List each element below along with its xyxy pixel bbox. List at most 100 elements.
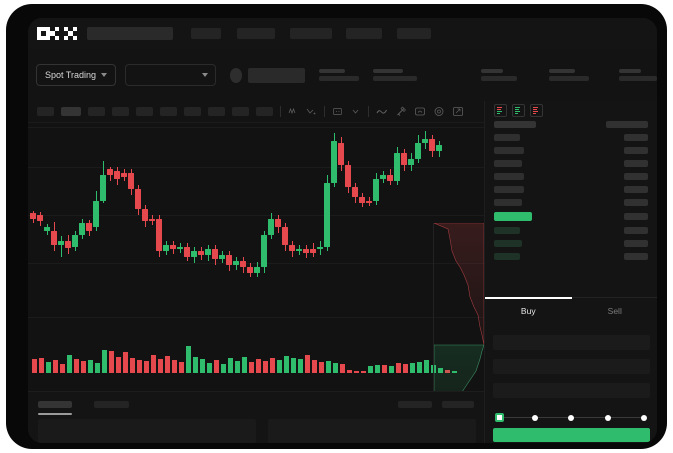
orderbook-ask-4-price[interactable] (494, 186, 524, 193)
orderbook-ask-2-amount[interactable] (624, 160, 648, 167)
slider-stop-75[interactable] (605, 414, 611, 421)
stat-24h-low (481, 69, 517, 81)
sidebar-item-nav-1[interactable] (191, 28, 221, 39)
orderbook-last-price-row[interactable] (494, 212, 532, 221)
orderbook-ask-3-amount[interactable] (624, 173, 648, 180)
sidebar-item-nav-4[interactable] (346, 28, 382, 39)
toolbar-divider (280, 106, 281, 117)
slider-stop-25[interactable] (532, 414, 538, 421)
chart-type-icon[interactable] (350, 107, 361, 116)
sidebar-item-nav-2[interactable] (237, 28, 275, 39)
timeframe-8[interactable] (208, 107, 225, 116)
orderbook-ask-0-price[interactable] (494, 134, 520, 141)
candle-body (226, 255, 232, 265)
orderbook-ask-2-price[interactable] (494, 160, 522, 167)
orderbook-ask-5-price[interactable] (494, 199, 522, 206)
slider-handle[interactable] (495, 413, 504, 422)
compare-icon[interactable] (306, 107, 317, 116)
orderbook-ask-5-amount[interactable] (624, 199, 648, 206)
placeholder-row-right (268, 419, 476, 443)
volume-bar (382, 365, 387, 373)
tab-open-orders[interactable] (38, 401, 72, 415)
volume-bar (32, 359, 37, 373)
indicators-icon[interactable] (288, 107, 299, 116)
submit-order-button[interactable] (493, 428, 650, 442)
timeframe-6[interactable] (160, 107, 177, 116)
candle-body (240, 261, 246, 267)
timeframe-10[interactable] (256, 107, 273, 116)
okx-logo[interactable] (37, 27, 77, 40)
timeframe-2[interactable] (61, 107, 81, 116)
volume-bar (172, 360, 177, 373)
toolbar-divider (368, 106, 369, 117)
orderbook-bid-1-price[interactable] (494, 240, 522, 247)
timeframe-7[interactable] (184, 107, 201, 116)
drawing-tools-icon[interactable] (395, 106, 407, 117)
action-1[interactable] (398, 401, 432, 408)
tab-sell[interactable]: Sell (572, 298, 658, 323)
candle-body (149, 219, 155, 221)
orderbook-ask-3-price[interactable] (494, 173, 524, 180)
orderbook-mode-bids-icon[interactable] (512, 104, 525, 117)
trading-pair-select[interactable] (125, 64, 217, 86)
orderbook-display-modes (494, 104, 543, 117)
coin-icon (230, 67, 243, 83)
volume-bar (305, 355, 310, 373)
timeframe-9[interactable] (232, 107, 249, 116)
fullscreen-icon[interactable] (452, 106, 464, 117)
trading-mode-select[interactable]: Spot Trading (36, 64, 117, 86)
action-2[interactable] (442, 401, 474, 408)
volume-bar (291, 358, 296, 373)
sidebar-item-nav-3[interactable] (290, 28, 332, 39)
candle-body (121, 173, 127, 177)
settings-icon[interactable] (433, 106, 445, 117)
candle-body (44, 227, 50, 231)
timeframe-1[interactable] (37, 107, 54, 116)
candle-body (366, 201, 372, 203)
volume-bar (263, 361, 268, 373)
volume-bar (81, 361, 86, 373)
timeframe-5[interactable] (136, 107, 153, 116)
timeframe-4[interactable] (112, 107, 129, 116)
slider-stop-100[interactable] (641, 414, 647, 421)
global-search-input[interactable] (87, 27, 173, 40)
orderbook-bid-0-amount[interactable] (624, 227, 648, 234)
candle-body (93, 201, 99, 227)
orderbook-mode-asks-icon[interactable] (530, 104, 543, 117)
volume-bar (319, 362, 324, 373)
orderbook-mode-both-icon[interactable] (494, 104, 507, 117)
volume-bar (389, 366, 394, 373)
volume-bar (165, 356, 170, 373)
order-type-field[interactable] (493, 335, 650, 350)
orders-bottom-panel (28, 391, 484, 443)
tab-buy[interactable]: Buy (485, 297, 572, 323)
orderbook-bid-0-price[interactable] (494, 227, 520, 234)
candle-body (359, 197, 365, 203)
orderbook-ask-4-amount[interactable] (624, 186, 648, 193)
price-chart-panel[interactable] (28, 123, 484, 391)
orderbook-ask-0-amount[interactable] (624, 134, 648, 141)
sidebar-item-nav-5[interactable] (397, 28, 431, 39)
candle-body (324, 183, 330, 247)
gridline-1 (28, 167, 484, 168)
orderbook-bid-1-amount[interactable] (624, 240, 648, 247)
orderbook-ask-1-amount[interactable] (624, 147, 648, 154)
price-field[interactable] (493, 359, 650, 374)
volume-bar (354, 371, 359, 373)
amount-field[interactable] (493, 383, 650, 398)
market-sub-header: Spot Trading (28, 49, 657, 101)
tab-order-history[interactable] (94, 401, 129, 408)
volume-bar (417, 362, 422, 373)
alert-icon[interactable] (414, 106, 426, 117)
candle-body (128, 173, 134, 189)
line-chart-icon[interactable] (376, 107, 388, 116)
orderbook-bid-2-amount[interactable] (624, 253, 648, 260)
volume-bar (109, 351, 114, 373)
orderbook-bid-2-price[interactable] (494, 253, 520, 260)
volume-bar (312, 360, 317, 373)
slider-stop-50[interactable] (568, 414, 574, 421)
timeframe-3[interactable] (88, 107, 105, 116)
orderbook-ask-1-price[interactable] (494, 147, 524, 154)
templates-icon[interactable] (332, 107, 343, 116)
percent-slider[interactable] (495, 413, 648, 422)
